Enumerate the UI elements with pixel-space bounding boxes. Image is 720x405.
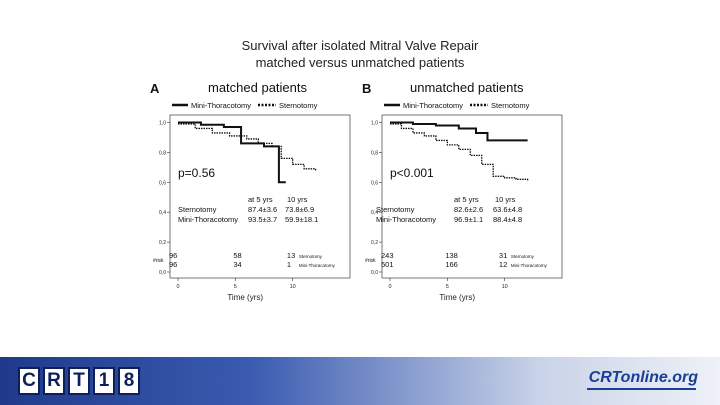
panel-title: matched patients (208, 80, 308, 95)
at-risk-value: 13 (287, 251, 295, 260)
crt-logo-letter: C (18, 367, 40, 395)
y-tick-label: 1,0 (159, 120, 166, 126)
crt-logo-letter: 1 (93, 367, 115, 395)
y-tick-label: 0,0 (371, 270, 378, 276)
x-axis-label: Time (yrs) (439, 293, 475, 302)
at-risk-value: 58 (233, 251, 241, 260)
at-risk-value: 166 (445, 260, 458, 269)
x-axis-label: Time (yrs) (227, 293, 263, 302)
crt-logo-letter: T (68, 367, 90, 395)
at-risk-value: 1 (287, 260, 291, 269)
x-tick-label: 10 (502, 284, 508, 290)
at-risk-group-label: Mini-Thoracotomy (511, 263, 548, 268)
at-risk-group-label: Mini-Thoracotomy (299, 263, 336, 268)
y-tick-label: 0,8 (159, 150, 166, 156)
stats-row-label: Mini-Thoracotomy (376, 215, 436, 224)
stats-value: 96.9±1.1 (454, 215, 483, 224)
y-tick-label: 0,0 (159, 270, 166, 276)
p-value: p=0.56 (178, 166, 215, 180)
y-tick-label: 0,6 (159, 180, 166, 186)
x-tick-label: 5 (446, 284, 449, 290)
y-tick-label: 0,2 (371, 240, 378, 246)
footer-band: C R T 1 8 CRTonline.org (0, 357, 720, 405)
series-line-mini-thoracotomy (178, 121, 286, 184)
y-tick-label: 0,4 (159, 210, 166, 216)
panel-letter: A (150, 81, 160, 96)
at-risk-group-label: Sternotomy (511, 254, 535, 259)
crtonline-underline (586, 388, 696, 390)
legend-label: Sternotomy (279, 101, 318, 110)
y-tick-label: 0,6 (371, 180, 378, 186)
x-tick-label: 10 (290, 284, 296, 290)
x-tick-label: 5 (234, 284, 237, 290)
p-value: p<0.001 (390, 166, 434, 180)
stats-value: 87.4±3.6 (248, 205, 277, 214)
stats-header: at 5 yrs (454, 195, 479, 204)
series-line-sternotomy (178, 123, 317, 171)
at-risk-value: 138 (445, 251, 458, 260)
panel-letter: B (362, 81, 371, 96)
crtonline-text: CRTonline.org (588, 369, 698, 386)
stats-value: 59.9±18.1 (285, 215, 318, 224)
stats-row-label: Sternotomy (178, 205, 217, 214)
plot-frame (169, 114, 351, 279)
y-tick-label: 0,4 (371, 210, 378, 216)
legend-label: Sternotomy (491, 101, 530, 110)
at-risk-value: 243 (381, 251, 394, 260)
y-tick-label: 0,2 (159, 240, 166, 246)
at-risk-value: 501 (381, 260, 394, 269)
at-risk-value: 12 (499, 260, 507, 269)
at-risk-value: 96 (169, 260, 177, 269)
crt-logo-letter: 8 (118, 367, 140, 395)
crt-logo: C R T 1 8 (18, 367, 140, 395)
at-risk-value: 96 (169, 251, 177, 260)
at-risk-label: #risk (153, 258, 164, 264)
stats-value: 93.5±3.7 (248, 215, 277, 224)
stats-row-label: Mini-Thoracotomy (178, 215, 238, 224)
stats-header: 10 yrs (287, 195, 308, 204)
y-tick-label: 0,8 (371, 150, 378, 156)
stats-value: 88.4±4.8 (493, 215, 522, 224)
stats-value: 63.6±4.8 (493, 205, 522, 214)
stats-value: 82.6±2.6 (454, 205, 483, 214)
x-tick-label: 0 (388, 284, 391, 290)
slide-subtitle: matched versus unmatched patients (255, 55, 465, 70)
plot-frame (381, 114, 563, 279)
legend-label: Mini-Thoracotomy (191, 101, 251, 110)
stats-value: 73.8±6.9 (285, 205, 314, 214)
stats-header: 10 yrs (495, 195, 516, 204)
crt-logo-letter: R (43, 367, 65, 395)
stats-header: at 5 yrs (248, 195, 273, 204)
series-line-sternotomy (390, 123, 529, 181)
y-tick-label: 1,0 (371, 120, 378, 126)
stats-row-label: Sternotomy (376, 205, 415, 214)
panel-title: unmatched patients (410, 80, 524, 95)
x-tick-label: 0 (176, 284, 179, 290)
at-risk-value: 34 (233, 260, 241, 269)
crtonline-link[interactable]: CRTonline.org (586, 369, 698, 390)
at-risk-group-label: Sternotomy (299, 254, 323, 259)
at-risk-label: #risk (365, 258, 376, 264)
legend-label: Mini-Thoracotomy (403, 101, 463, 110)
series-line-mini-thoracotomy (390, 121, 528, 142)
slide-title: Survival after isolated Mitral Valve Rep… (241, 38, 479, 53)
at-risk-value: 31 (499, 251, 507, 260)
